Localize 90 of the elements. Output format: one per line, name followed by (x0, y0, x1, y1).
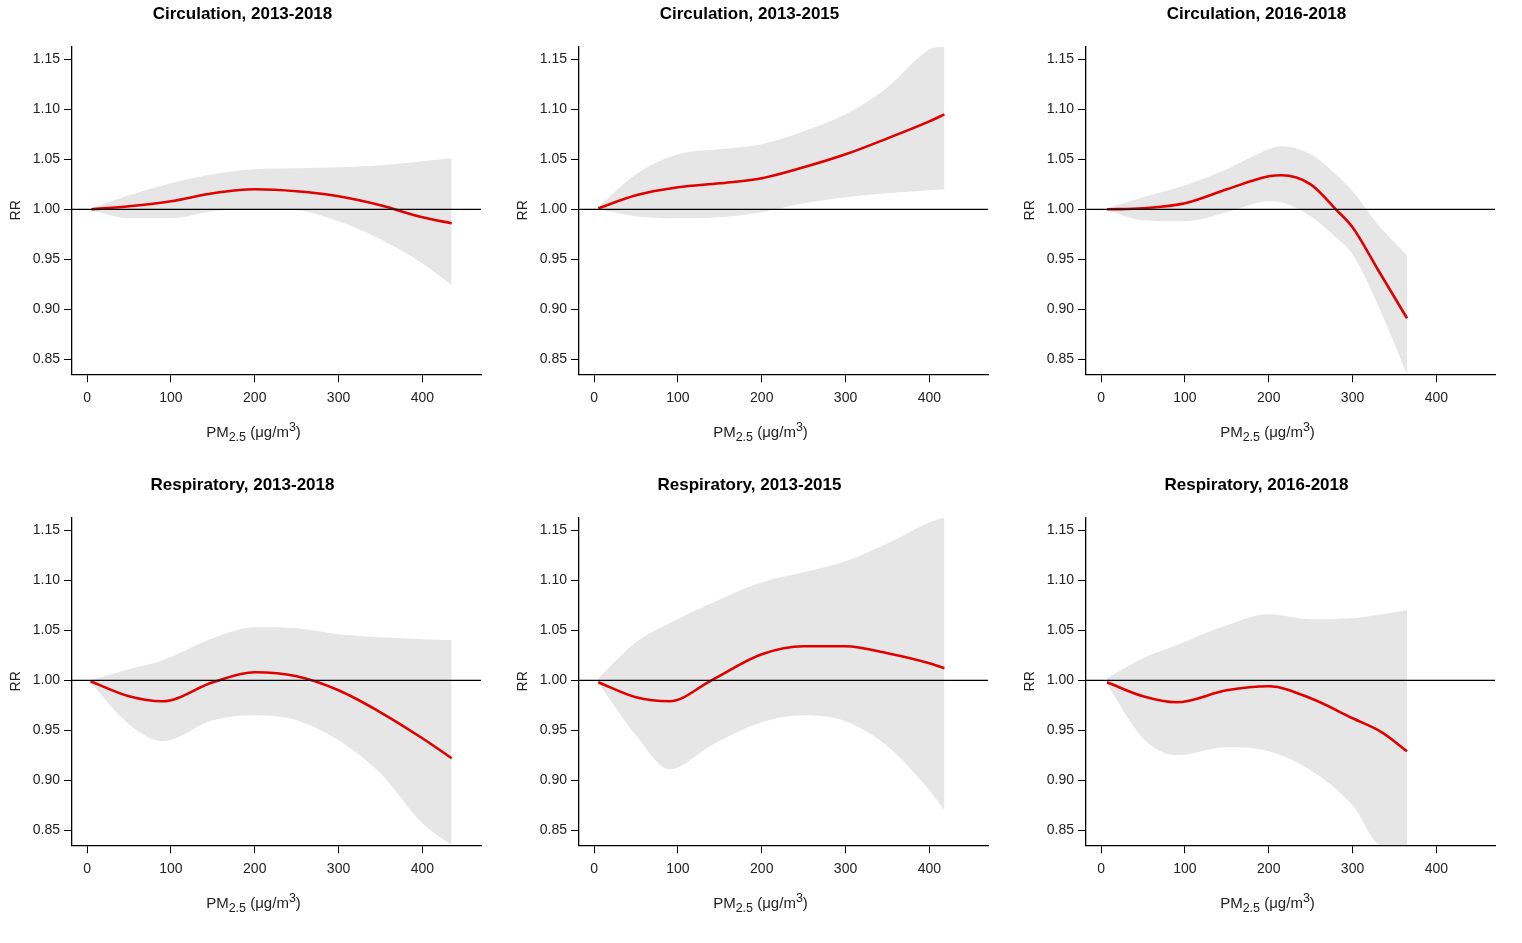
y-tick-label: 1.15 (32, 521, 61, 538)
x-tick-label: 100 (666, 389, 690, 406)
x-tick-label: 0 (83, 389, 92, 406)
y-axis-title: RR (1021, 200, 1038, 221)
x-tick-label: 400 (410, 860, 435, 877)
y-tick-label: 0.85 (539, 350, 568, 367)
y-tick-label: 1.10 (1046, 100, 1075, 117)
y-tick-label: 1.10 (1046, 571, 1075, 588)
y-tick-label: 0.95 (1046, 250, 1075, 267)
y-tick-label: 0.95 (539, 250, 568, 267)
chart-title: Respiratory, 2013-2018 (150, 474, 335, 494)
y-tick-label: 0.85 (32, 821, 61, 838)
y-tick-label: 0.90 (539, 300, 568, 317)
y-tick-label: 0.90 (32, 771, 61, 788)
y-tick-label: 0.85 (32, 350, 61, 367)
y-tick-label: 1.00 (1046, 200, 1075, 217)
x-tick-label: 0 (1097, 389, 1106, 406)
y-tick-label: 1.10 (32, 100, 61, 117)
x-tick-label: 200 (1257, 389, 1281, 406)
x-axis-title: PM$_{2.5}$ (μg/m$^{3}$) (205, 420, 302, 444)
y-axis-title: RR (7, 200, 24, 221)
y-tick-label: 1.00 (32, 200, 61, 217)
y-tick-label: 0.85 (539, 821, 568, 838)
x-tick-label: 300 (326, 389, 351, 406)
x-tick-label: 300 (326, 860, 351, 877)
x-axis-title: PM$_{2.5}$ (μg/m$^{3}$) (712, 891, 809, 915)
chart-title: Circulation, 2016-2018 (1166, 3, 1347, 23)
y-tick-label: 1.05 (1046, 621, 1075, 638)
x-tick-label: 0 (590, 389, 599, 406)
y-tick-label: 0.95 (32, 721, 61, 738)
y-tick-label: 0.95 (32, 250, 61, 267)
y-axis-title: RR (1021, 671, 1038, 692)
x-axis-title: PM$_{2.5}$ (μg/m$^{3}$) (205, 891, 302, 915)
y-tick-label: 0.95 (1046, 721, 1075, 738)
x-axis-title: PM$_{2.5}$ (μg/m$^{3}$) (1219, 420, 1316, 444)
y-tick-label: 1.00 (539, 671, 568, 688)
x-tick-label: 100 (159, 860, 183, 877)
y-tick-label: 0.85 (1046, 350, 1075, 367)
x-tick-label: 100 (1173, 389, 1197, 406)
y-tick-label: 0.90 (1046, 300, 1075, 317)
x-tick-label: 100 (1173, 860, 1197, 877)
y-tick-label: 1.15 (1046, 50, 1075, 67)
y-tick-label: 1.05 (1046, 150, 1075, 167)
x-tick-label: 100 (159, 389, 183, 406)
x-tick-label: 400 (1424, 389, 1449, 406)
x-tick-label: 200 (243, 860, 267, 877)
y-tick-label: 1.05 (32, 150, 61, 167)
y-axis-title: RR (7, 671, 24, 692)
y-axis-title: RR (514, 200, 531, 221)
x-tick-label: 300 (833, 389, 858, 406)
x-tick-label: 0 (590, 860, 599, 877)
chart-title: Respiratory, 2013-2015 (657, 474, 842, 494)
x-tick-label: 200 (750, 860, 774, 877)
y-tick-label: 1.00 (1046, 671, 1075, 688)
y-axis-title: RR (514, 671, 531, 692)
y-tick-label: 1.05 (32, 621, 61, 638)
x-tick-label: 300 (833, 860, 858, 877)
y-tick-label: 1.10 (539, 100, 568, 117)
chart-title: Circulation, 2013-2018 (152, 3, 333, 23)
x-tick-label: 400 (1424, 860, 1449, 877)
y-tick-label: 0.90 (539, 771, 568, 788)
y-tick-label: 1.15 (539, 50, 568, 67)
y-tick-label: 1.15 (539, 521, 568, 538)
y-tick-label: 0.95 (539, 721, 568, 738)
chart-title: Respiratory, 2016-2018 (1164, 474, 1349, 494)
y-tick-label: 0.85 (1046, 821, 1075, 838)
x-tick-label: 200 (1257, 860, 1281, 877)
x-tick-label: 400 (917, 860, 942, 877)
y-tick-label: 1.05 (539, 621, 568, 638)
x-tick-label: 400 (410, 389, 435, 406)
x-tick-label: 300 (1340, 389, 1365, 406)
y-tick-label: 1.10 (539, 571, 568, 588)
x-tick-label: 200 (750, 389, 774, 406)
chart-title: Circulation, 2013-2015 (659, 3, 840, 23)
x-tick-label: 100 (666, 860, 690, 877)
y-tick-label: 1.00 (539, 200, 568, 217)
x-axis-title: PM$_{2.5}$ (μg/m$^{3}$) (1219, 891, 1316, 915)
x-axis-title: PM$_{2.5}$ (μg/m$^{3}$) (712, 420, 809, 444)
y-tick-label: 1.15 (32, 50, 61, 67)
y-tick-label: 0.90 (32, 300, 61, 317)
x-tick-label: 200 (243, 389, 267, 406)
y-tick-label: 1.05 (539, 150, 568, 167)
y-tick-label: 0.90 (1046, 771, 1075, 788)
x-tick-label: 400 (917, 389, 942, 406)
x-tick-label: 0 (1097, 860, 1106, 877)
y-tick-label: 1.15 (1046, 521, 1075, 538)
x-tick-label: 0 (83, 860, 92, 877)
y-tick-label: 1.10 (32, 571, 61, 588)
y-tick-label: 1.00 (32, 671, 61, 688)
x-tick-label: 300 (1340, 860, 1365, 877)
